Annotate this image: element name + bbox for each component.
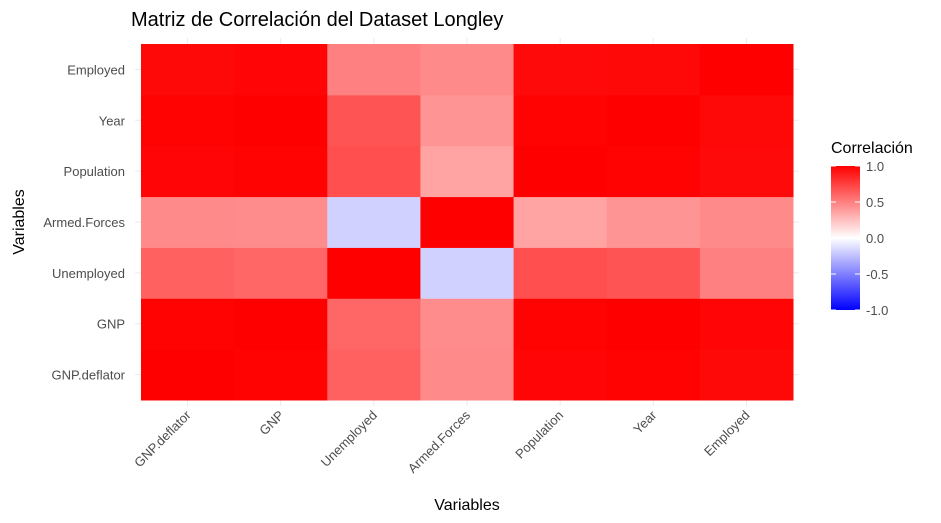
heatmap-cell-GNP-Year [606, 298, 701, 350]
heatmap-cell-Employed-GNP [234, 44, 328, 96]
heatmap-cell-Armed.Forces-GNP.deflator [141, 196, 235, 248]
heatmap-cell-Unemployed-Employed [699, 247, 794, 299]
heatmap-cell-Year-Unemployed [327, 94, 421, 147]
heatmap-cell-Population-Armed.Forces [420, 145, 515, 198]
heatmap-cell-Population-GNP.deflator [141, 145, 235, 198]
legend-ticks: 1.0 0.5 0.0 -0.5 -1.0 [831, 159, 888, 318]
heatmap-cell-Population-Year [606, 145, 701, 198]
heatmap-cell-Employed-Armed.Forces [420, 44, 515, 96]
heatmap-cell-GNP.deflator-Employed [699, 349, 794, 401]
heatmap-cell-GNP-Unemployed [327, 298, 421, 350]
legend-tick-label: 1.0 [866, 159, 884, 174]
x-tick-label: Armed.Forces [405, 407, 474, 476]
color-legend: Correlación 1.0 0.5 0.0 -0.5 -1.0 [831, 140, 913, 318]
heatmap-cell-Armed.Forces-Unemployed [327, 196, 421, 248]
heatmap-cell-Population-GNP [234, 145, 328, 198]
legend-tick-label: -1.0 [866, 303, 888, 318]
legend-tick-label: 0.0 [866, 231, 884, 246]
heatmap-cells [141, 44, 794, 401]
heatmap-cell-Employed-Population [513, 44, 608, 96]
heatmap-cell-Population-Unemployed [327, 145, 421, 198]
heatmap-cell-Unemployed-Year [606, 247, 701, 299]
heatmap-cell-Armed.Forces-Armed.Forces [420, 196, 515, 248]
heatmap-cell-Year-Employed [699, 94, 794, 147]
heatmap-cell-GNP-Population [513, 298, 608, 350]
heatmap-cell-Population-Employed [699, 145, 794, 198]
heatmap-cell-GNP.deflator-Armed.Forces [420, 349, 515, 401]
heatmap-cell-GNP.deflator-Year [606, 349, 701, 401]
legend-title: Correlación [831, 140, 913, 157]
heatmap-cell-Unemployed-Unemployed [327, 247, 421, 299]
heatmap-cell-GNP-Armed.Forces [420, 298, 515, 350]
heatmap-cell-GNP-Employed [699, 298, 794, 350]
x-tick-label: Population [512, 408, 566, 462]
heatmap-cell-Employed-Year [606, 44, 701, 96]
y-tick-label: GNP.deflator [52, 368, 126, 383]
x-axis-title: Variables [434, 497, 500, 514]
legend-tick-label: -0.5 [866, 267, 888, 282]
heatmap-cell-Year-Population [513, 94, 608, 147]
heatmap-cell-Unemployed-GNP.deflator [141, 247, 235, 299]
heatmap-cell-Unemployed-Armed.Forces [420, 247, 515, 299]
y-tick-label: Year [99, 113, 126, 128]
heatmap-cell-Year-Year [606, 94, 701, 147]
heatmap-cell-GNP.deflator-GNP [234, 349, 328, 401]
heatmap-cell-Year-GNP [234, 94, 328, 147]
heatmap-cell-GNP.deflator-Unemployed [327, 349, 421, 401]
legend-tick-label: 0.5 [866, 195, 884, 210]
chart-title: Matriz de Correlación del Dataset Longle… [131, 9, 503, 31]
y-tick-label: Unemployed [52, 266, 125, 281]
heatmap-cell-Unemployed-Population [513, 247, 608, 299]
x-tick-label: Unemployed [318, 408, 380, 470]
x-tick-label: Employed [701, 408, 752, 459]
x-tick-label: GNP [256, 408, 287, 439]
heatmap-cell-GNP.deflator-Population [513, 349, 608, 401]
heatmap-cell-GNP-GNP [234, 298, 328, 350]
heatmap-cell-Armed.Forces-Employed [699, 196, 794, 248]
heatmap-cell-Armed.Forces-GNP [234, 196, 328, 248]
heatmap-cell-Armed.Forces-Year [606, 196, 701, 248]
x-tick-labels: GNP.deflator GNP Unemployed Armed.Forces Pop… [131, 407, 752, 476]
y-tick-label: Population [64, 164, 125, 179]
x-tick-label: GNP.deflator [131, 407, 194, 470]
heatmap-cell-Employed-GNP.deflator [141, 44, 235, 96]
heatmap-cell-Population-Population [513, 145, 608, 198]
y-tick-label: Employed [67, 62, 125, 77]
heatmap-cell-Year-GNP.deflator [141, 94, 235, 147]
x-tick-label: Year [630, 407, 660, 437]
y-tick-label: GNP [97, 317, 125, 332]
heatmap-cell-Year-Armed.Forces [420, 94, 515, 147]
heatmap-cell-GNP.deflator-GNP.deflator [141, 349, 235, 401]
heatmap-cell-Armed.Forces-Population [513, 196, 608, 248]
heatmap-cell-GNP-GNP.deflator [141, 298, 235, 350]
y-tick-label: Armed.Forces [43, 215, 125, 230]
y-tick-labels: GNP.deflator GNP Unemployed Armed.Forces Pop… [43, 62, 125, 382]
y-axis-title: Variables [11, 189, 28, 255]
heatmap-cell-Unemployed-GNP [234, 247, 328, 299]
heatmap-cell-Employed-Unemployed [327, 44, 421, 96]
heatmap-cell-Employed-Employed [699, 44, 794, 96]
